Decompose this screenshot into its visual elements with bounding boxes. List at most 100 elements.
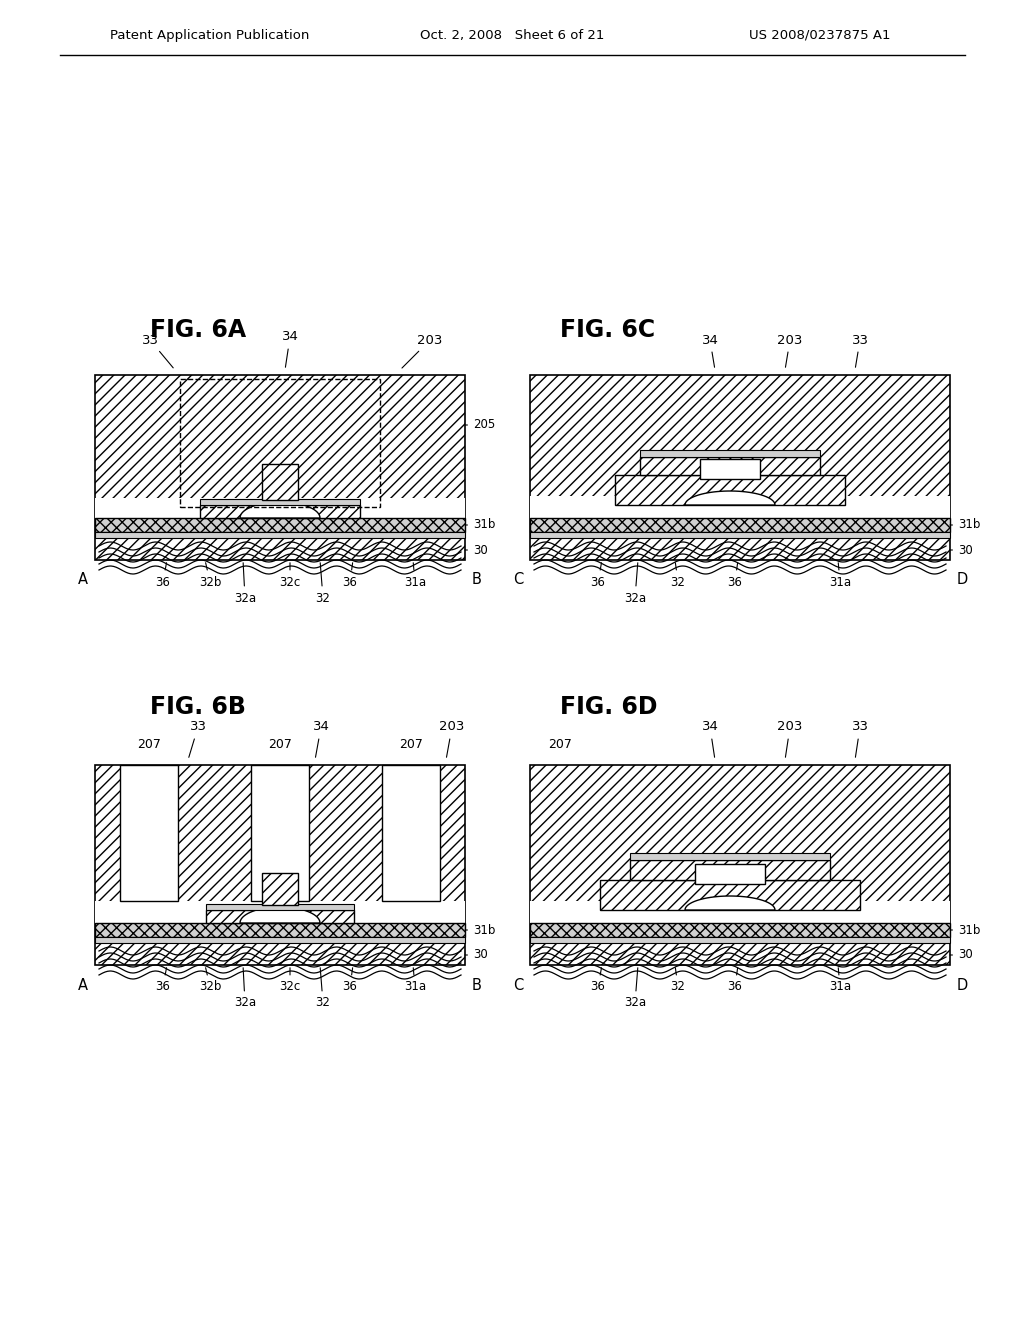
- Text: 31a: 31a: [403, 968, 426, 994]
- Text: 207: 207: [548, 738, 572, 751]
- Text: 30: 30: [465, 949, 487, 961]
- Bar: [640, 457, 820, 475]
- Text: A: A: [78, 978, 88, 993]
- Bar: [95, 923, 465, 937]
- Text: FIG. 6D: FIG. 6D: [560, 696, 657, 719]
- Bar: [251, 766, 309, 902]
- Text: 31a: 31a: [829, 968, 851, 994]
- Text: 30: 30: [950, 949, 973, 961]
- Text: 32: 32: [315, 968, 331, 1010]
- Bar: [695, 865, 765, 884]
- Bar: [120, 766, 178, 902]
- Bar: [95, 766, 465, 965]
- Text: 34: 34: [282, 330, 298, 367]
- Text: 30: 30: [950, 544, 973, 557]
- Polygon shape: [685, 896, 775, 909]
- Text: 33: 33: [852, 334, 868, 367]
- Polygon shape: [240, 502, 319, 517]
- Text: 36: 36: [343, 968, 357, 994]
- Text: Oct. 2, 2008   Sheet 6 of 21: Oct. 2, 2008 Sheet 6 of 21: [420, 29, 604, 41]
- Text: 33: 33: [188, 721, 207, 758]
- Bar: [600, 880, 860, 909]
- Text: 32: 32: [671, 968, 685, 994]
- Bar: [530, 766, 950, 965]
- Bar: [382, 766, 440, 902]
- Text: 36: 36: [728, 968, 742, 994]
- Text: 36: 36: [343, 562, 357, 589]
- Text: FIG. 6B: FIG. 6B: [150, 696, 246, 719]
- Polygon shape: [240, 907, 319, 923]
- Text: 205: 205: [465, 418, 496, 432]
- Text: 32c: 32c: [280, 562, 301, 589]
- Text: D: D: [956, 573, 968, 587]
- Text: 32a: 32a: [233, 968, 256, 1010]
- Text: 36: 36: [156, 968, 170, 994]
- Text: 33: 33: [141, 334, 173, 368]
- Bar: [530, 937, 950, 942]
- Bar: [95, 375, 465, 560]
- Text: 36: 36: [156, 562, 170, 589]
- Text: D: D: [956, 978, 968, 993]
- Text: 31b: 31b: [950, 924, 980, 936]
- Text: 32a: 32a: [624, 968, 646, 1010]
- Bar: [530, 902, 950, 923]
- Text: FIG. 6A: FIG. 6A: [150, 318, 246, 342]
- Bar: [530, 532, 950, 539]
- Bar: [615, 475, 845, 506]
- Text: 203: 203: [402, 334, 442, 368]
- Bar: [262, 873, 298, 906]
- Text: 34: 34: [701, 334, 719, 367]
- Text: 34: 34: [312, 721, 330, 758]
- Text: 32: 32: [671, 562, 685, 589]
- Bar: [180, 379, 380, 507]
- Text: 207: 207: [137, 738, 161, 751]
- Text: C: C: [513, 573, 523, 587]
- Bar: [700, 459, 760, 479]
- Text: 32a: 32a: [233, 562, 256, 605]
- Text: 203: 203: [439, 721, 465, 758]
- Text: 36: 36: [728, 562, 742, 589]
- Text: 203: 203: [777, 334, 803, 367]
- Text: 31b: 31b: [465, 519, 496, 532]
- Bar: [206, 909, 354, 923]
- Text: 33: 33: [852, 721, 868, 758]
- Text: 36: 36: [591, 968, 605, 994]
- Bar: [530, 923, 950, 937]
- Text: FIG. 6C: FIG. 6C: [560, 318, 655, 342]
- Text: C: C: [513, 978, 523, 993]
- Text: 32b: 32b: [199, 968, 221, 994]
- Text: 32: 32: [315, 562, 331, 605]
- Bar: [95, 532, 465, 539]
- Text: 31a: 31a: [829, 562, 851, 589]
- Text: 207: 207: [399, 738, 423, 751]
- Bar: [95, 498, 465, 517]
- Text: 32a: 32a: [624, 562, 646, 605]
- Bar: [95, 902, 465, 923]
- Text: B: B: [472, 978, 482, 993]
- Text: 31b: 31b: [465, 924, 496, 936]
- Text: 207: 207: [268, 738, 292, 751]
- Text: Patent Application Publication: Patent Application Publication: [111, 29, 309, 41]
- Bar: [200, 506, 360, 517]
- Text: 31a: 31a: [403, 562, 426, 589]
- Bar: [530, 375, 950, 560]
- Text: 31b: 31b: [950, 519, 980, 532]
- Text: 34: 34: [701, 721, 719, 758]
- Polygon shape: [685, 491, 775, 506]
- Text: A: A: [78, 573, 88, 587]
- Bar: [530, 517, 950, 532]
- Bar: [262, 465, 298, 500]
- Bar: [95, 937, 465, 942]
- Bar: [206, 904, 354, 909]
- Bar: [200, 499, 360, 506]
- Bar: [630, 861, 830, 880]
- Text: 32b: 32b: [199, 562, 221, 589]
- Bar: [530, 496, 950, 517]
- Text: 203: 203: [777, 721, 803, 758]
- Bar: [630, 853, 830, 861]
- Text: B: B: [472, 573, 482, 587]
- Text: 30: 30: [465, 544, 487, 557]
- Text: 32c: 32c: [280, 968, 301, 994]
- Text: US 2008/0237875 A1: US 2008/0237875 A1: [750, 29, 891, 41]
- Text: 36: 36: [591, 562, 605, 589]
